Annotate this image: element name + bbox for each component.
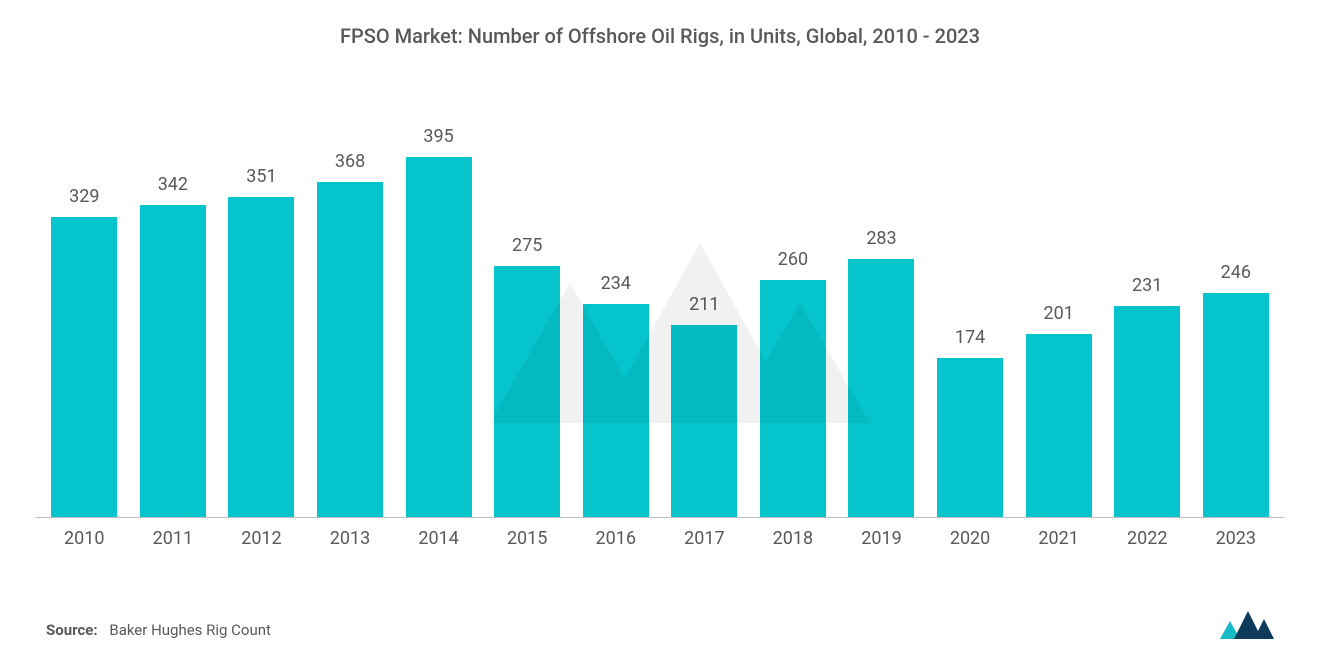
x-axis-label: 2010 xyxy=(40,528,129,549)
bar xyxy=(51,217,117,517)
bar-value-label: 275 xyxy=(512,235,542,256)
bar-group: 201 xyxy=(1014,108,1103,517)
x-axis-label: 2019 xyxy=(837,528,926,549)
bar-group: 275 xyxy=(483,108,572,517)
bar-group: 174 xyxy=(926,108,1015,517)
bar-group: 246 xyxy=(1192,108,1281,517)
bar xyxy=(583,304,649,517)
mordor-intelligence-logo-icon xyxy=(1220,609,1274,639)
bar-group: 231 xyxy=(1103,108,1192,517)
x-axis-label: 2014 xyxy=(394,528,483,549)
bar xyxy=(848,259,914,517)
bar-value-label: 395 xyxy=(423,126,453,147)
bar-value-label: 234 xyxy=(601,273,631,294)
source-line: Source: Baker Hughes Rig Count xyxy=(46,621,271,639)
x-axis-label: 2020 xyxy=(926,528,1015,549)
bar xyxy=(494,266,560,517)
bar xyxy=(1203,293,1269,517)
x-axis-label: 2012 xyxy=(217,528,306,549)
bar xyxy=(228,197,294,517)
bar-group: 395 xyxy=(394,108,483,517)
x-axis-labels: 2010201120122013201420152016201720182019… xyxy=(36,518,1284,549)
chart-container: FPSO Market: Number of Offshore Oil Rigs… xyxy=(0,0,1320,665)
bar-value-label: 211 xyxy=(689,294,719,315)
x-axis-label: 2023 xyxy=(1192,528,1281,549)
bar-value-label: 329 xyxy=(69,186,99,207)
x-axis-label: 2016 xyxy=(571,528,660,549)
bar-value-label: 351 xyxy=(246,166,276,187)
bar-value-label: 231 xyxy=(1132,275,1162,296)
bar-value-label: 174 xyxy=(955,327,985,348)
bar-group: 329 xyxy=(40,108,129,517)
x-axis-label: 2013 xyxy=(306,528,395,549)
x-axis-label: 2017 xyxy=(660,528,749,549)
bar xyxy=(671,325,737,517)
bar xyxy=(406,157,472,517)
bar-value-label: 260 xyxy=(778,249,808,270)
x-axis-label: 2022 xyxy=(1103,528,1192,549)
bar-group: 283 xyxy=(837,108,926,517)
plot-area: 329 342 351 368 395 275 234 211 260 283 174 201 231 2… xyxy=(36,108,1284,518)
bar xyxy=(937,358,1003,517)
chart-footer: Source: Baker Hughes Rig Count xyxy=(36,609,1284,645)
bar-group: 234 xyxy=(571,108,660,517)
bar-value-label: 201 xyxy=(1043,303,1073,324)
x-axis-label: 2018 xyxy=(749,528,838,549)
chart-title: FPSO Market: Number of Offshore Oil Rigs… xyxy=(36,24,1284,48)
bar xyxy=(1114,306,1180,517)
bar-group: 351 xyxy=(217,108,306,517)
bar-value-label: 246 xyxy=(1221,262,1251,283)
bar xyxy=(317,182,383,517)
bar xyxy=(1026,334,1092,517)
source-value: Baker Hughes Rig Count xyxy=(109,621,271,639)
bar-group: 260 xyxy=(749,108,838,517)
bar-group: 368 xyxy=(306,108,395,517)
x-axis-label: 2011 xyxy=(129,528,218,549)
bar-value-label: 368 xyxy=(335,151,365,172)
bar-group: 342 xyxy=(129,108,218,517)
bar xyxy=(140,205,206,517)
x-axis-label: 2015 xyxy=(483,528,572,549)
bar-value-label: 342 xyxy=(158,174,188,195)
bar xyxy=(760,280,826,517)
bar-value-label: 283 xyxy=(866,228,896,249)
bar-group: 211 xyxy=(660,108,749,517)
source-label: Source: xyxy=(46,621,98,639)
x-axis-label: 2021 xyxy=(1014,528,1103,549)
